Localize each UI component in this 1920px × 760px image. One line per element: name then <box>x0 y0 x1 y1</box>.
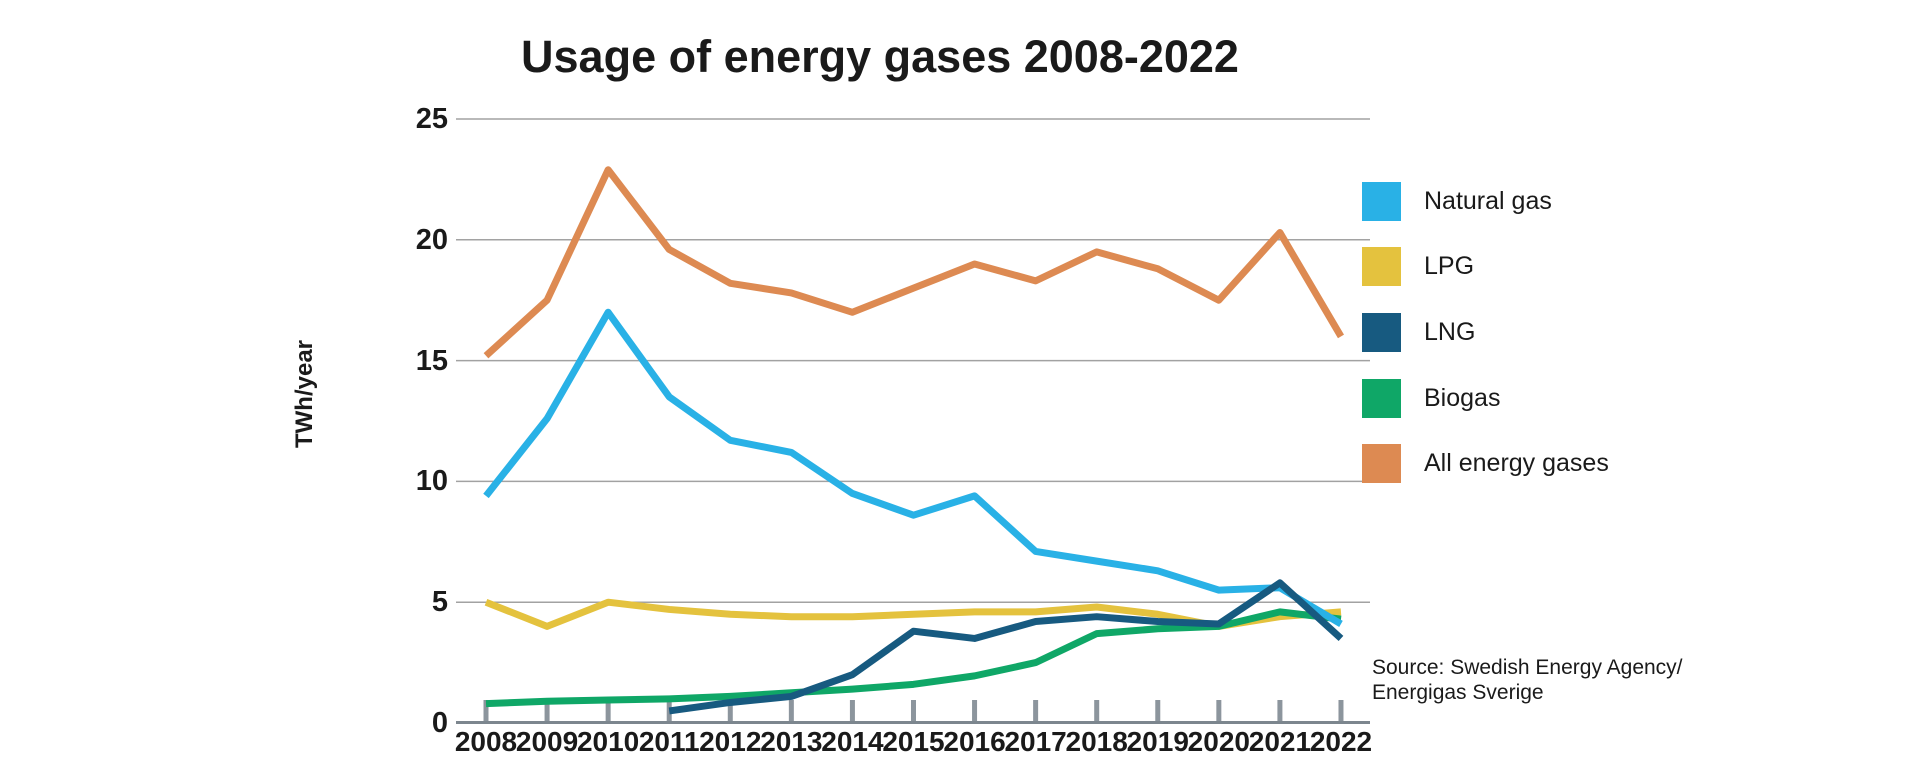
x-tick-label-2010: 2010 <box>576 726 640 757</box>
y-tick-label-25: 25 <box>415 103 448 135</box>
y-tick-label-10: 10 <box>415 465 448 498</box>
source-line-1: Source: Swedish Energy Agency/ <box>1372 656 1683 679</box>
series-line-all-energy-gases <box>483 166 1344 359</box>
source-line-2: Energigas Sverige <box>1372 681 1544 704</box>
legend-label-natural-gas: Natural gas <box>1424 187 1552 215</box>
x-tick-2016 <box>972 700 978 722</box>
x-tick-label-2021: 2021 <box>1248 726 1312 757</box>
series-line-lng <box>668 579 1344 715</box>
x-tick-2018 <box>1094 700 1100 722</box>
legend-item-biogas: Biogas <box>1362 379 1500 418</box>
x-tick-2019 <box>1155 700 1161 722</box>
x-tick-label-2012: 2012 <box>699 726 762 757</box>
x-tick-label-2014: 2014 <box>821 726 884 757</box>
x-tick-2012 <box>727 700 733 722</box>
legend-item-all-energy-gases: All energy gases <box>1362 444 1609 483</box>
legend-item-natural-gas: Natural gas <box>1362 182 1552 221</box>
y-tick-label-0: 0 <box>431 707 448 739</box>
x-tick-label-2013: 2013 <box>760 726 823 757</box>
legend-swatch-biogas <box>1362 379 1401 418</box>
x-tick-2017 <box>1033 700 1039 722</box>
series-line-natural-gas <box>483 308 1343 627</box>
x-tick-label-2017: 2017 <box>1004 726 1067 757</box>
legend-label-lpg: LPG <box>1424 252 1475 280</box>
x-tick-label-2016: 2016 <box>943 726 1006 757</box>
legend-item-lng: LNG <box>1362 313 1475 352</box>
x-tick-2014 <box>849 700 855 722</box>
legend-item-lpg: LPG <box>1362 247 1474 286</box>
chart-title: Usage of energy gases 2008-2022 <box>521 31 1239 82</box>
series-line-biogas <box>485 608 1342 708</box>
x-tick-label-2019: 2019 <box>1126 726 1189 757</box>
x-tick-label-2018: 2018 <box>1065 726 1128 757</box>
x-tick-2022 <box>1338 700 1344 722</box>
x-tick-label-2009: 2009 <box>515 726 579 757</box>
x-tick-label-2020: 2020 <box>1187 726 1250 757</box>
legend-label-biogas: Biogas <box>1424 384 1501 412</box>
x-tick-2021 <box>1277 700 1283 722</box>
x-tick-2011 <box>666 700 672 722</box>
legend-label-all-energy-gases: All energy gases <box>1424 449 1609 477</box>
x-tick-2013 <box>788 700 794 722</box>
y-tick-label-15: 15 <box>415 344 448 377</box>
y-tick-label-20: 20 <box>415 223 448 256</box>
x-tick-2010 <box>605 700 611 722</box>
legend-swatch-lpg <box>1362 247 1401 286</box>
x-tick-2009 <box>544 700 550 722</box>
legend-swatch-lng <box>1362 313 1401 352</box>
x-tick-2008 <box>483 700 489 722</box>
source-note: Source: Swedish Energy Agency/ Energigas… <box>1372 655 1683 705</box>
y-tick-label-5: 5 <box>431 586 448 619</box>
x-tick-label-2022: 2022 <box>1309 726 1373 757</box>
x-tick-2015 <box>910 700 916 722</box>
legend-swatch-all-energy-gases <box>1362 444 1401 483</box>
x-tick-label-2011: 2011 <box>638 726 700 757</box>
legend-swatch-natural-gas <box>1362 182 1401 221</box>
legend-label-lng: LNG <box>1424 318 1476 346</box>
x-tick-label-2008: 2008 <box>454 726 518 757</box>
x-tick-label-2015: 2015 <box>882 726 945 757</box>
x-tick-2020 <box>1216 700 1222 722</box>
